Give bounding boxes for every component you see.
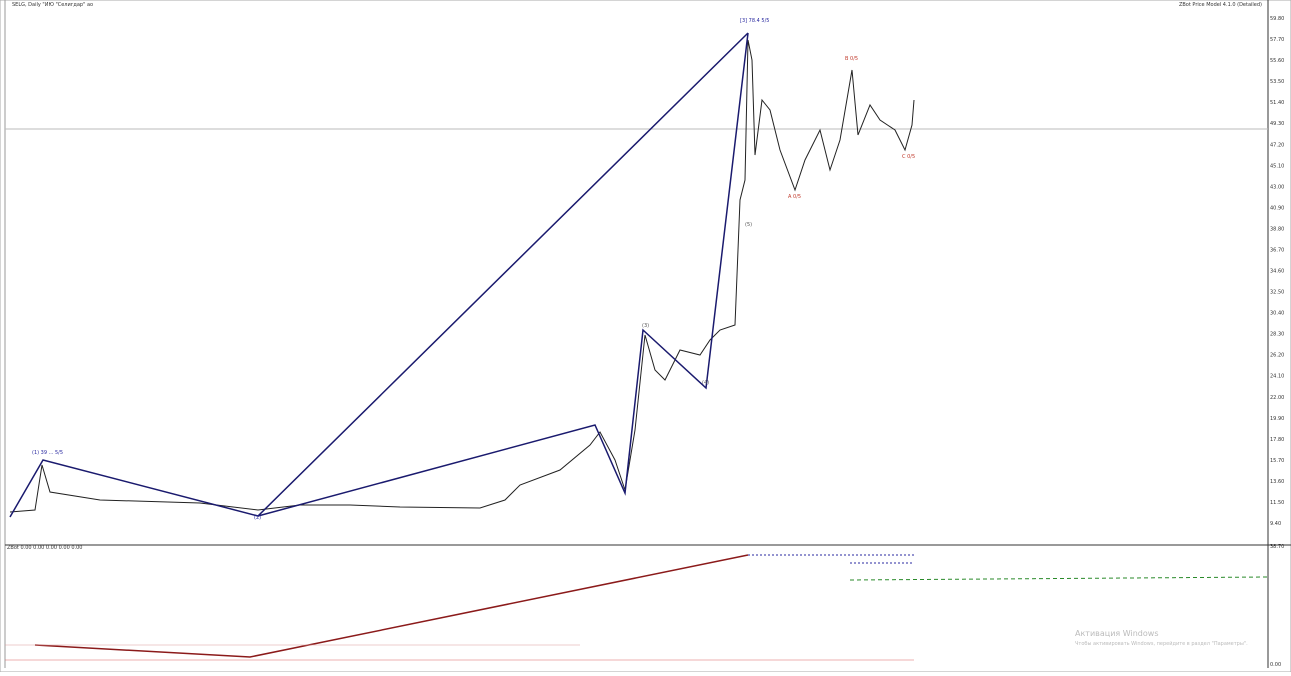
price-axis-label: 57.70 [1270,37,1284,43]
price-axis-label: 22.00 [1270,395,1284,401]
wave-label: (5) [745,222,752,228]
wave-zigzag [9,32,749,518]
price-axis-label: 49.30 [1270,121,1284,127]
price-axis-label: 45.10 [1270,163,1284,169]
wave-label: (3) [642,323,649,329]
price-axis-label: 51.40 [1270,100,1284,106]
price-axis-label: 13.60 [1270,479,1284,485]
wave-label: A 0/5 [788,194,801,200]
wave-label: C 0/5 [902,154,915,160]
watermark-text: Чтобы активировать Windows, перейдите в … [1075,640,1248,647]
price-axis-label: 15.70 [1270,458,1284,464]
price-axis-label: 19.90 [1270,416,1284,422]
price-axis-label: 28.30 [1270,332,1284,338]
subpanel-line [34,554,749,658]
wave-label: (2) [254,515,261,521]
price-axis-label: 40.90 [1270,205,1284,211]
price-axis-label: 30.40 [1270,311,1284,317]
price-axis-label: 34.60 [1270,269,1284,275]
wave-label: B 0/5 [845,56,858,62]
price-axis-label: 11.50 [1270,500,1284,506]
wave-label: (4) [702,380,709,386]
wave-label: [3] 78.4 5/5 [740,18,769,24]
subpanel-axis-label: 38.70 [1270,544,1284,550]
price-axis-label: 43.00 [1270,184,1284,190]
price-axis-label: 26.20 [1270,353,1284,359]
indicator-name: ZBot Price Model 4.1.0 (Detailed) [1179,2,1262,8]
price-axis-label: 9.40 [1270,521,1281,527]
price-axis-label: 55.60 [1270,58,1284,64]
subpanel-axis-label: 0.00 [1270,662,1281,668]
price-axis-label: 36.70 [1270,247,1284,253]
price-axis-label: 32.50 [1270,290,1284,296]
price-line [9,39,915,513]
price-axis-label: 38.80 [1270,226,1284,232]
wave-label: (1) 39 ... 5/5 [32,450,63,456]
chart-title: SELG, Daily "ИЮ "Селигдар" ао [12,2,93,8]
watermark-title: Активация Windows [1075,629,1159,638]
price-axis-label: 59.80 [1270,16,1284,22]
price-axis-label: 47.20 [1270,142,1284,148]
wave-zigzag-minor [257,32,749,517]
price-axis-label: 53.50 [1270,79,1284,85]
price-axis-label: 24.10 [1270,374,1284,380]
subpanel-label: ZBot 0.00 0.00 0.00 0.00 0.00 [7,545,83,551]
price-axis-label: 17.80 [1270,437,1284,443]
